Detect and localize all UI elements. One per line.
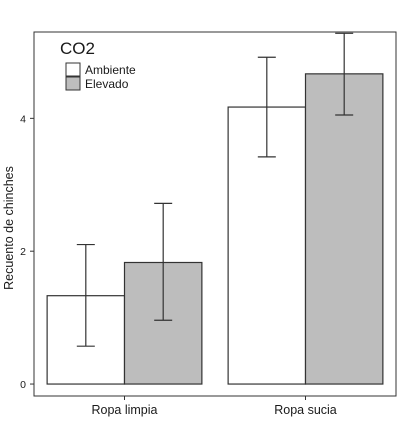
legend-label-ambiente: Ambiente	[85, 63, 136, 77]
error-bars-layer	[76, 32, 354, 347]
legend-swatch-ambiente	[65, 62, 81, 77]
x-tick-label: Ropa limpia	[91, 403, 157, 417]
y-tick-label: 0	[20, 379, 26, 391]
bar-ropa-sucia-elevado	[304, 73, 384, 385]
legend: CO2 Ambiente Elevado	[60, 39, 136, 91]
y-tick-label: 4	[20, 113, 26, 125]
x-axis: Ropa limpia Ropa sucia	[91, 396, 337, 417]
x-tick-label: Ropa sucia	[274, 403, 337, 417]
y-axis: 0 2 4	[20, 113, 34, 391]
y-tick-label: 2	[20, 246, 26, 258]
legend-title: CO2	[60, 39, 95, 58]
legend-label-elevado: Elevado	[85, 77, 129, 91]
legend-swatch-elevado	[65, 76, 81, 91]
y-axis-label: Recuento de chinches	[2, 166, 16, 290]
